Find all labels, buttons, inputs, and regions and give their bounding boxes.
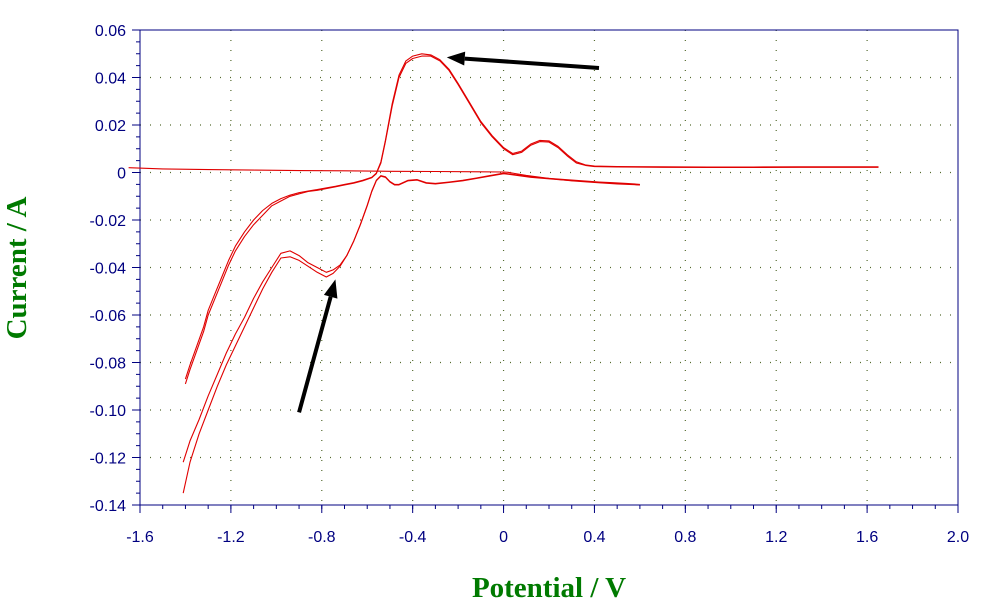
x-tick-label: 2.0 — [947, 529, 969, 546]
x-axis-title: Potential / V — [472, 572, 626, 604]
x-tick-label: 0.4 — [583, 529, 605, 546]
arrow-head — [446, 51, 466, 66]
y-tick-label: -0.02 — [90, 213, 127, 230]
x-tick-label: 1.6 — [856, 529, 878, 546]
y-tick-label: -0.12 — [90, 451, 127, 468]
y-axis: 0.06 0.04 0.02 0 -0.02 -0.04 -0.06 -0.08 -0.10 -0… — [90, 23, 140, 515]
series-line — [182, 172, 640, 494]
x-tick-label: -0.8 — [308, 529, 336, 546]
plot-area-frame — [139, 29, 959, 506]
y-tick-label: -0.08 — [90, 356, 127, 373]
y-tick-label: -0.10 — [90, 403, 127, 420]
series-group — [128, 53, 879, 494]
x-tick-label: 0 — [499, 529, 508, 546]
y-tick-label: -0.04 — [90, 261, 127, 278]
y-tick-label: 0.04 — [95, 71, 126, 88]
y-tick-label: 0 — [117, 166, 126, 183]
series-line — [184, 55, 879, 385]
y-tick-label: -0.14 — [90, 498, 127, 515]
x-tick-label: -1.2 — [217, 529, 245, 546]
arrow-shaft — [297, 296, 333, 413]
grid — [140, 30, 958, 505]
x-tick-label: -1.6 — [126, 529, 154, 546]
y-tick-label: 0.06 — [95, 23, 126, 40]
series-line — [184, 53, 879, 380]
series-line — [182, 173, 640, 463]
x-tick-label: 0.8 — [674, 529, 696, 546]
arrow-shaft — [464, 56, 600, 70]
y-axis-title: Current / A — [1, 197, 33, 340]
y-tick-label: -0.06 — [90, 308, 127, 325]
x-tick-label: -0.4 — [399, 529, 427, 546]
y-tick-label: 0.02 — [95, 118, 126, 135]
arrow-head — [323, 279, 338, 299]
x-tick-label: 1.2 — [765, 529, 787, 546]
annotation-arrows — [297, 51, 600, 413]
x-axis: -1.6 -1.2 -0.8 -0.4 0 0.4 0.8 1.2 1.6 2.0 — [126, 505, 969, 546]
